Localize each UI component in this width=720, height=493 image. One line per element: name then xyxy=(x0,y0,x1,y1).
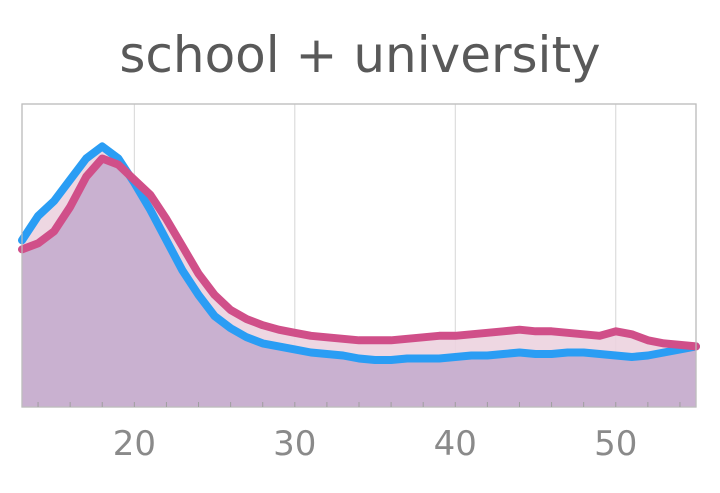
series-line-magenta xyxy=(18,154,700,351)
area-common-overlay xyxy=(22,158,696,407)
chart-title: school + university xyxy=(119,26,601,84)
x-tick-label-30: 30 xyxy=(273,424,316,464)
plot-area: 20 30 40 50 xyxy=(18,103,700,464)
x-tick-label-20: 20 xyxy=(113,424,156,464)
x-tick-label-40: 40 xyxy=(434,424,477,464)
x-tick-label-50: 50 xyxy=(594,424,637,464)
